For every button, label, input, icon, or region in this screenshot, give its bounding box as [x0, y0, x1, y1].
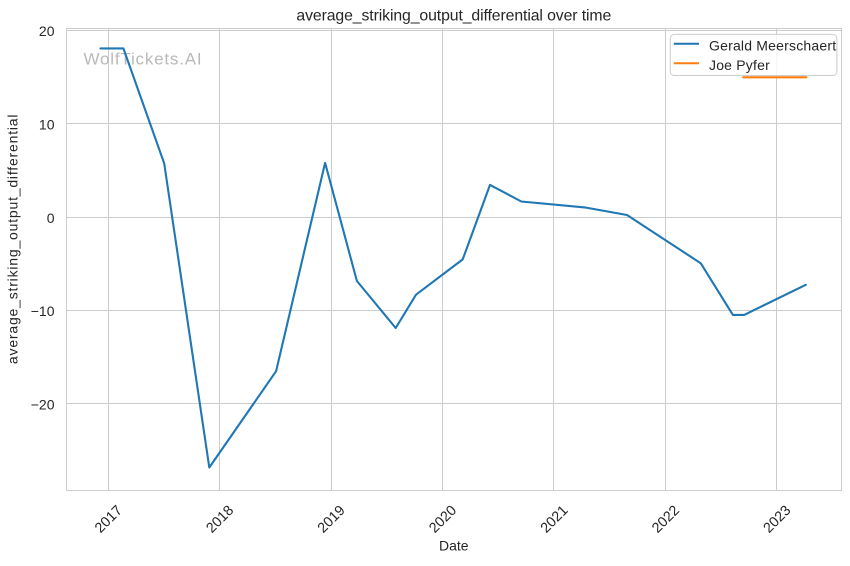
- svg-text:Joe Pyfer: Joe Pyfer: [709, 57, 770, 73]
- svg-text:0: 0: [47, 210, 55, 226]
- svg-text:Gerald Meerschaert: Gerald Meerschaert: [709, 37, 836, 53]
- svg-text:20: 20: [39, 23, 55, 39]
- svg-text:WolfTickets.AI: WolfTickets.AI: [84, 49, 203, 68]
- svg-text:average_striking_output_differ: average_striking_output_differential: [5, 114, 21, 364]
- svg-text:average_striking_output_differ: average_striking_output_differential ove…: [296, 8, 611, 25]
- svg-text:10: 10: [39, 117, 55, 133]
- svg-text:Date: Date: [439, 537, 469, 553]
- svg-text:−10: −10: [31, 303, 55, 319]
- svg-text:−20: −20: [31, 396, 55, 412]
